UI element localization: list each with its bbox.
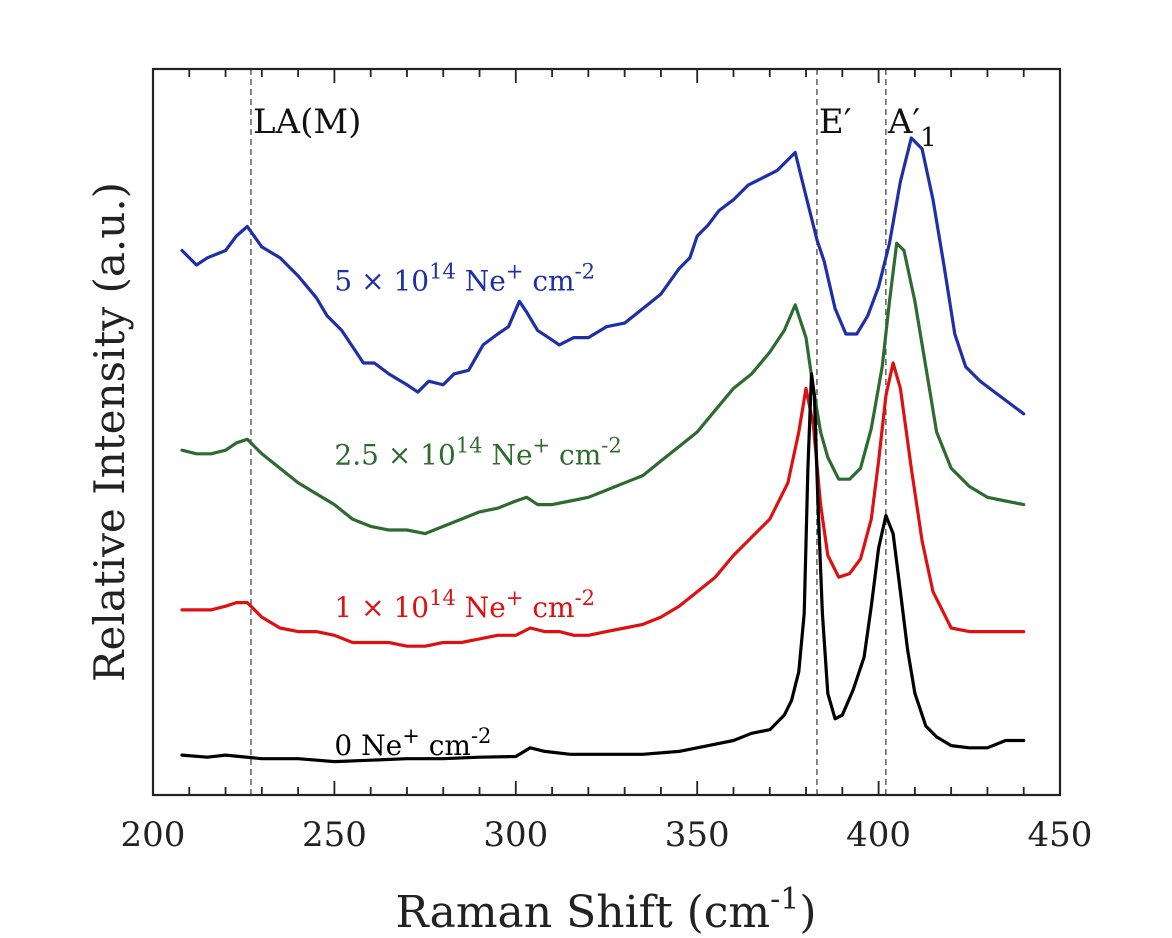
x-tick-label: 300 [483, 815, 548, 855]
series-line-1e14 [180, 361, 1026, 648]
reference-label-LA(M): LA(M) [253, 102, 361, 142]
y-axis-label: Relative Intensity (a.u.) [85, 182, 134, 682]
series-label-5e14: 5 × 1014 Ne+ cm-2 [334, 259, 595, 297]
series-label-2.5e14: 2.5 × 1014 Ne+ cm-2 [334, 434, 621, 472]
series-labels: 5 × 1014 Ne+ cm-2 2.5 × 1014 Ne+ cm-2 1 × … [334, 259, 621, 762]
series-line-0 [180, 372, 1026, 764]
series-label-0: 0 Ne+ cm-2 [334, 724, 491, 762]
series-line-5e14 [180, 136, 1026, 416]
series-lines [180, 136, 1026, 764]
x-tick-label: 400 [846, 815, 911, 855]
x-tick-label: 250 [302, 815, 367, 855]
x-tick-label: 450 [1028, 815, 1093, 855]
reference-label-A1-prime: A′1 [887, 102, 937, 153]
reference-label-E-prime: E′ [819, 102, 852, 142]
x-tick-label: 350 [665, 815, 730, 855]
axis-ticks [152, 69, 1061, 795]
reference-labels: LA(M) E′ A′1 [253, 102, 937, 153]
series-line-2.5e14 [180, 241, 1026, 536]
x-tick-labels: 200 250 300 350 400 450 [121, 815, 1093, 855]
x-tick-label: 200 [121, 815, 186, 855]
plot-background [153, 69, 1060, 795]
plot-frame [151, 67, 1062, 797]
series-label-1e14: 1 × 1014 Ne+ cm-2 [334, 586, 595, 624]
x-axis-label: Raman Shift (cm-1) [395, 882, 816, 938]
